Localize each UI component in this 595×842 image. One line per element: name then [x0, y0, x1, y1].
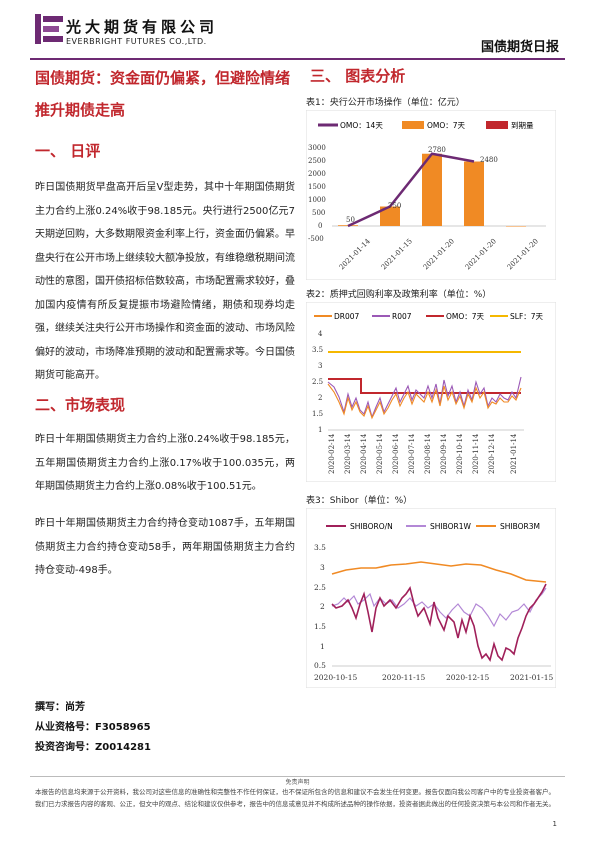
x-tick: 2020-04-14: [360, 433, 368, 474]
header-rule: [30, 58, 565, 60]
data-label: 2780: [428, 146, 446, 154]
data-label: 50: [346, 216, 355, 224]
x-tick: 2020-02-14: [328, 433, 336, 474]
chart2-title: 表2：质押式回购利率及政策利率（单位：%）: [306, 290, 492, 300]
y-tick: 3: [320, 563, 325, 572]
disclaimer-text: 本报告的信息均来源于公开资料，我公司对这些信息的准确性和完整性不作任何保证，也不…: [35, 788, 555, 808]
y-tick: 2.5: [314, 583, 326, 592]
report-title: 国债期货：资金面仍偏紧，但避险情绪推升期债走高: [35, 69, 291, 119]
report-type: 国债期货日报: [480, 40, 559, 55]
shiboron-line: [331, 583, 547, 662]
y-tick: 500: [312, 209, 325, 217]
x-tick: 2020-12-14: [488, 433, 496, 474]
dr007-line: [327, 383, 522, 420]
shibor3m-line: [331, 561, 547, 583]
chart2-legend-slf: SLF：7天: [510, 312, 544, 321]
y-tick: 2: [318, 394, 322, 402]
chart3-legend-3m: SHIBOR3M: [500, 522, 540, 531]
chart1: OMO：14天 OMO：7天 到期量 3000 2500 2000 1500 1…: [305, 109, 557, 284]
chart3: SHIBORO/N SHIBOR1W SHIBOR3M 3.5 3 2.5 2 …: [305, 507, 557, 692]
y-tick: 1000: [308, 196, 326, 204]
company-name-cn: 光大期货有限公司: [66, 18, 219, 36]
x-tick: 2020-05-14: [376, 433, 384, 474]
chart3-title: 表3：Shibor（单位：%）: [306, 496, 413, 506]
y-tick: 3.5: [312, 346, 323, 354]
chart2-legend-dr007: DR007: [334, 312, 360, 321]
x-tick: 2021-01-14: [510, 433, 518, 474]
y-tick: 1: [318, 426, 322, 434]
x-tick: 2021-01-15: [510, 673, 553, 682]
y-tick: 2000: [308, 170, 326, 178]
daily-review-text: 昨日国债期货早盘高开后呈V型走势，其中十年期国债期货主力合约上涨0.24%收于9…: [35, 182, 295, 381]
section-heading-3: 三、 图表分析: [310, 67, 406, 85]
x-tick: 2020-08-14: [424, 433, 432, 474]
data-label: 2480: [480, 156, 498, 164]
omo7-bar: [380, 206, 400, 226]
chart1-legend-maturity: 到期量: [511, 121, 534, 130]
x-tick: 2020-10-15: [314, 673, 357, 682]
author: 撰写：尚芳: [35, 702, 85, 713]
y-tick: 2500: [308, 157, 326, 165]
omo7-bar: [464, 161, 484, 226]
omo7-bar: [422, 153, 442, 226]
page-number: 1: [552, 820, 557, 828]
chart1-title: 表1：央行公开市场操作（单位：亿元）: [306, 98, 465, 108]
y-tick: 2: [320, 602, 325, 611]
license-number: 从业资格号：F3058965: [35, 722, 151, 733]
chart2-legend-omo: OMO：7天: [446, 312, 485, 321]
section-heading-2: 二、市场表现: [35, 396, 126, 414]
market-performance-text-1: 昨日十年期国债期货主力合约上涨0.24%收于98.185元，五年期国债期货主力合…: [35, 434, 295, 492]
company-logo: [35, 14, 63, 44]
chart2: DR007 R007 OMO：7天 SLF：7天 4 3.5 3 2.5 2 1…: [305, 301, 557, 486]
chart1-legend-omo14: OMO：14天: [340, 121, 383, 130]
y-tick: 1.5: [314, 622, 326, 631]
y-tick: 2.5: [312, 378, 323, 386]
y-tick: 3.5: [314, 543, 326, 552]
x-tick: 2020-07-14: [408, 433, 416, 474]
footer-rule: [30, 776, 565, 777]
x-tick: 2020-11-14: [472, 433, 480, 474]
y-tick: 3: [318, 362, 322, 370]
section-heading-1: 一、 日评: [35, 142, 101, 160]
chart3-legend-on: SHIBORO/N: [350, 522, 393, 531]
r007-line: [327, 376, 522, 419]
consulting-number: 投资咨询号：Z0014281: [35, 742, 151, 753]
x-tick: 2020-09-14: [440, 433, 448, 474]
y-tick: -500: [308, 235, 324, 243]
market-performance-text-2: 昨日十年期国债期货主力合约持仓变动1087手，五年期国债期货主力合约持仓变动58…: [35, 518, 295, 576]
y-tick: 1500: [308, 183, 326, 191]
chart1-legend-omo7: OMO：7天: [427, 121, 466, 130]
x-tick: 2020-06-14: [392, 433, 400, 474]
x-tick: 2020-10-14: [456, 433, 464, 474]
y-tick: 1.5: [312, 410, 323, 418]
omo-line: [328, 378, 521, 394]
y-tick: 3000: [308, 144, 326, 152]
y-tick: 0: [318, 222, 322, 230]
chart3-legend-1w: SHIBOR1W: [430, 522, 472, 531]
data-label: 750: [388, 202, 401, 210]
y-tick: 1: [320, 642, 325, 651]
x-tick: 2020-12-15: [446, 673, 489, 682]
chart2-legend-r007: R007: [392, 312, 412, 321]
company-name-en: EVERBRIGHT FUTURES CO.,LTD.: [66, 37, 207, 46]
y-tick: 0.5: [314, 661, 326, 670]
disclaimer-title: 免责声明: [285, 779, 310, 786]
omo7-bar: [506, 226, 526, 227]
x-tick: 2020-11-15: [382, 673, 425, 682]
x-tick: 2020-03-14: [344, 433, 352, 474]
y-tick: 4: [318, 330, 323, 338]
